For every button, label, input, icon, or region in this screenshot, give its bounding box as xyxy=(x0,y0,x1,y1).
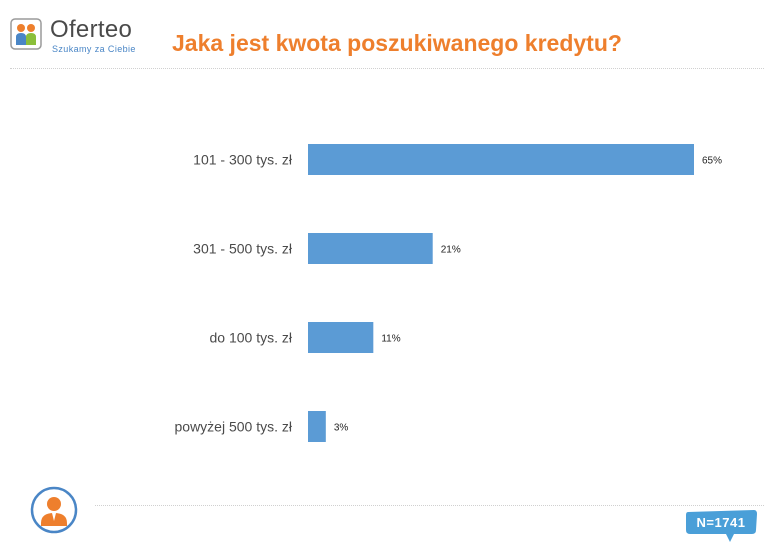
bar xyxy=(308,233,433,264)
brand-tagline: Szukamy za Ciebie xyxy=(52,44,136,54)
bottom-divider xyxy=(95,505,764,506)
chart-title: Jaka jest kwota poszukiwanego kredytu? xyxy=(172,30,622,56)
person-icon xyxy=(30,486,78,534)
value-label: 3% xyxy=(334,423,349,434)
value-label: 65% xyxy=(702,156,722,167)
sample-size-badge-shape xyxy=(686,510,757,542)
category-label: 101 - 300 tys. zł xyxy=(193,152,293,168)
top-divider xyxy=(10,68,764,69)
category-label: powyżej 500 tys. zł xyxy=(175,419,293,435)
bar xyxy=(308,322,374,353)
value-label: 21% xyxy=(441,245,461,256)
category-label: do 100 tys. zł xyxy=(210,330,293,346)
oferteo-logo[interactable]: Oferteo Szukamy za Ciebie xyxy=(10,16,140,56)
sample-size-badge: N=1741 xyxy=(696,515,746,530)
bar xyxy=(308,411,326,442)
oferteo-logo-icon xyxy=(10,18,42,50)
bar xyxy=(308,144,694,175)
value-label: 11% xyxy=(381,334,400,345)
brand-name: Oferteo xyxy=(50,16,133,43)
category-label: 301 - 500 tys. zł xyxy=(193,241,293,257)
